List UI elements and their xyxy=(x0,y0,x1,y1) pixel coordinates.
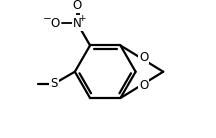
Text: S: S xyxy=(51,77,58,90)
Text: N: N xyxy=(73,17,82,30)
Text: O: O xyxy=(51,17,60,30)
Text: −: − xyxy=(43,14,52,24)
Text: +: + xyxy=(78,14,86,23)
Text: O: O xyxy=(139,79,148,92)
Text: O: O xyxy=(73,0,82,12)
Text: O: O xyxy=(139,51,148,64)
